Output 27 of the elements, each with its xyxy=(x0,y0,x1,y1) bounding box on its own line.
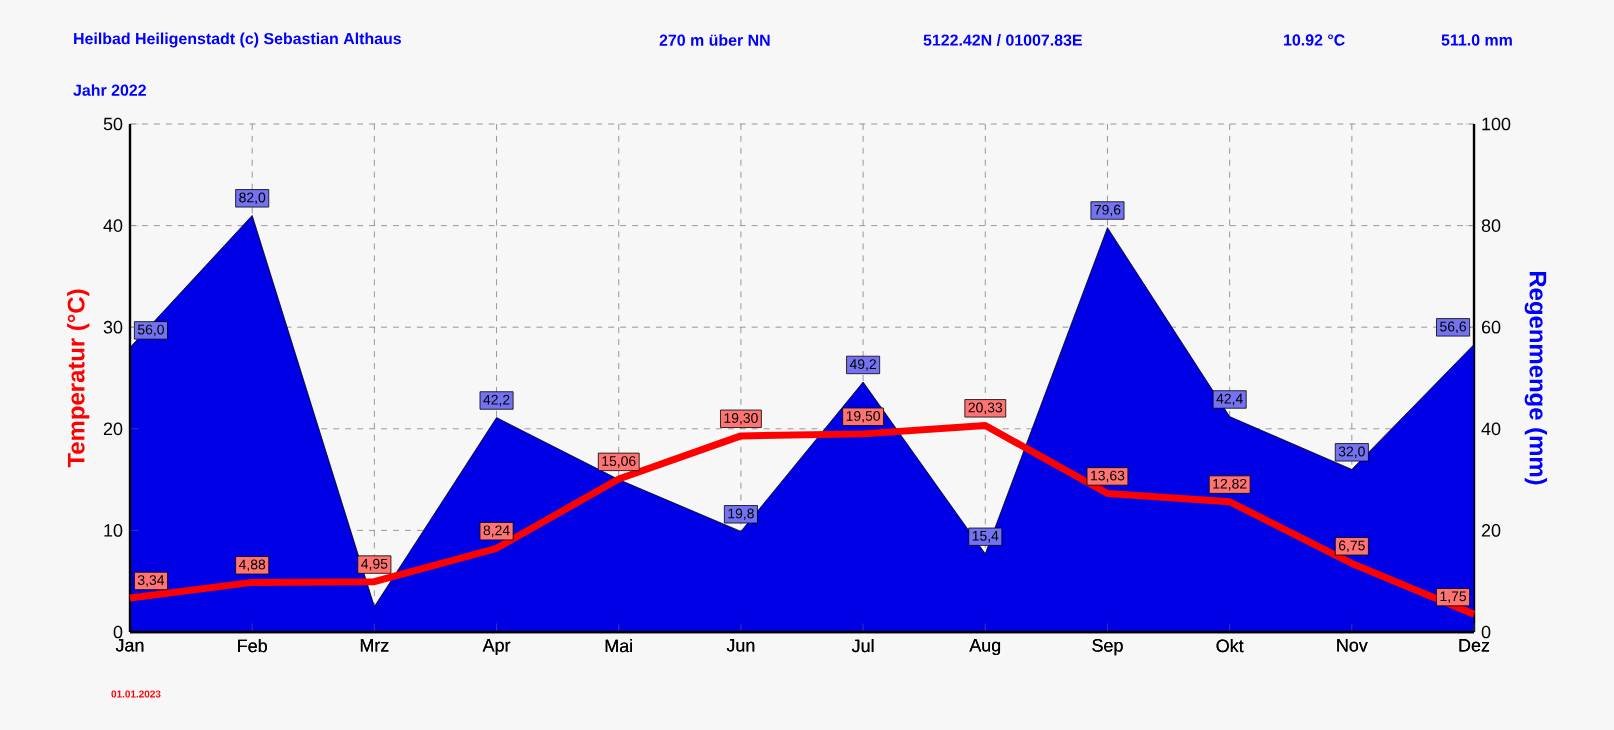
y2-tick-label: 20 xyxy=(1481,524,1501,537)
x-tick-label: Jun xyxy=(726,639,755,652)
y-tick-label: 40 xyxy=(103,219,123,232)
y2-tick-label: 80 xyxy=(1481,219,1501,232)
x-tick-label: Sep xyxy=(1092,639,1123,656)
y2-tick-label: 40 xyxy=(1481,422,1501,436)
x-tick-label: Dez xyxy=(1459,639,1490,652)
x-tick-label: Feb xyxy=(238,639,267,653)
x-tick-label: Aug xyxy=(969,639,1001,656)
x-tick-label: Apr xyxy=(482,639,511,656)
x-tick-label: Okt xyxy=(1216,639,1244,653)
x-tick-label: Nov xyxy=(1337,639,1368,652)
x-tick-label: Jan xyxy=(115,639,144,652)
y2-tick-label: 60 xyxy=(1481,320,1501,334)
y-tick-label: 30 xyxy=(103,320,123,334)
y-tick-label: 10 xyxy=(104,524,123,537)
y-axis-title: Temperatur (°C) xyxy=(67,289,90,468)
y-tick-label: 20 xyxy=(103,422,123,436)
y-tick-label: 0 xyxy=(113,625,123,639)
x-tick-label: Mai xyxy=(605,639,632,653)
y2-tick-label: 100 xyxy=(1482,117,1511,131)
line-series xyxy=(126,421,1478,618)
x-tick-label: Jul xyxy=(851,639,874,653)
y2-axis-title: Regenmenge (mm) xyxy=(1524,271,1548,485)
x-tick-label: Mrz xyxy=(360,639,389,652)
y2-tick-label: 0 xyxy=(1481,625,1491,639)
y-tick-label: 50 xyxy=(103,117,123,131)
